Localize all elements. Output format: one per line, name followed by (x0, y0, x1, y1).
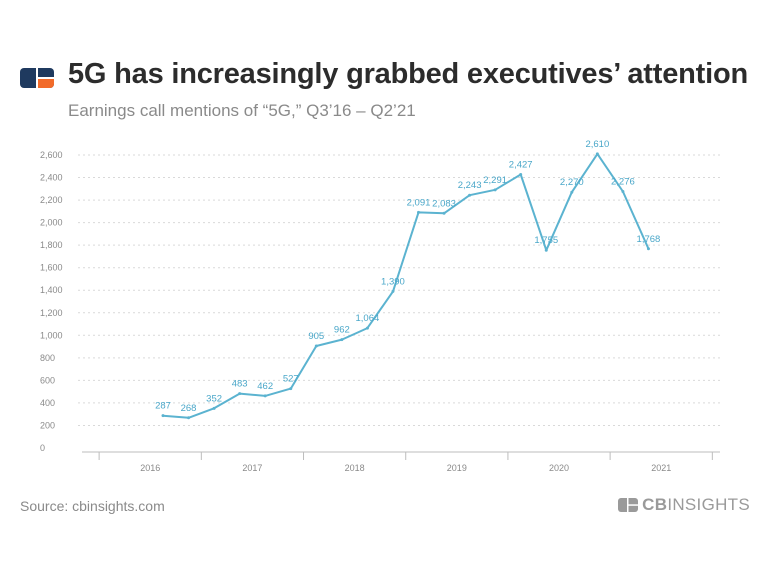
chart-subtitle: Earnings call mentions of “5G,” Q3’16 – … (68, 101, 416, 120)
y-tick-label: 2,200 (40, 195, 63, 205)
data-label: 2,276 (611, 177, 635, 188)
data-label: 287 (155, 401, 171, 412)
data-label: 462 (257, 381, 273, 392)
data-point (646, 247, 650, 251)
data-point (212, 406, 216, 410)
source-note: Source: cbinsights.com (20, 498, 165, 514)
x-year-label: 2021 (651, 463, 671, 473)
data-label: 483 (232, 379, 248, 390)
brand-wordmark: CBINSIGHTS (642, 495, 750, 515)
y-tick-label: 1,600 (40, 263, 63, 273)
data-point (519, 172, 523, 176)
data-point (391, 289, 395, 293)
y-tick-label: 2,400 (40, 173, 63, 183)
y-tick-label: 800 (40, 353, 55, 363)
cb-insights-brand: CBINSIGHTS (618, 495, 750, 515)
data-point (263, 394, 267, 398)
data-point (365, 326, 369, 330)
data-point (161, 414, 165, 418)
data-label: 2,427 (509, 159, 533, 170)
x-year-label: 2019 (447, 463, 467, 473)
x-year-label: 2017 (242, 463, 262, 473)
chart-title: 5G has increasingly grabbed executives’ … (68, 58, 748, 90)
data-label: 2,291 (483, 175, 507, 186)
y-tick-label: 1,800 (40, 240, 63, 250)
data-point (544, 248, 548, 252)
data-point (289, 387, 293, 391)
brand-bold: CB (642, 495, 668, 514)
data-point (493, 188, 497, 192)
y-tick-label: 1,000 (40, 330, 63, 340)
x-year-label: 2020 (549, 463, 569, 473)
data-label: 1,064 (356, 313, 380, 324)
data-label: 2,610 (585, 139, 609, 150)
data-label: 527 (283, 374, 299, 385)
data-label: 1,755 (534, 235, 558, 246)
cb-insights-brand-icon (618, 498, 639, 512)
y-tick-label: 1,400 (40, 285, 63, 295)
series-line (162, 152, 650, 419)
y-tick-label: 2,000 (40, 218, 63, 228)
data-label: 1,390 (381, 276, 405, 287)
data-label: 962 (334, 325, 350, 336)
data-label: 1,768 (637, 234, 661, 245)
data-point (187, 416, 191, 420)
y-tick-label: 2,600 (40, 150, 63, 160)
cb-insights-logo-icon (20, 68, 54, 88)
data-label: 2,270 (560, 177, 584, 188)
data-label: 2,083 (432, 198, 456, 209)
data-label: 905 (308, 331, 324, 342)
data-point (314, 344, 318, 348)
data-label: 2,091 (407, 197, 431, 208)
brand-light: INSIGHTS (667, 495, 750, 514)
y-tick-label: 600 (40, 375, 55, 385)
y-tick-label: 400 (40, 398, 55, 408)
data-label: 268 (181, 403, 197, 414)
y-tick-label: 200 (40, 420, 55, 430)
data-point (340, 338, 344, 342)
x-year-label: 2016 (140, 463, 160, 473)
data-label: 2,243 (458, 180, 482, 191)
data-point (468, 193, 472, 197)
data-point (238, 392, 242, 396)
y-tick-label: 0 (40, 443, 45, 453)
data-point (417, 210, 420, 214)
data-label: 352 (206, 393, 222, 404)
data-point (595, 152, 599, 156)
data-point (442, 211, 446, 215)
data-point (621, 190, 625, 194)
data-point (570, 190, 574, 194)
x-year-label: 2018 (345, 463, 365, 473)
y-tick-label: 1,200 (40, 308, 63, 318)
